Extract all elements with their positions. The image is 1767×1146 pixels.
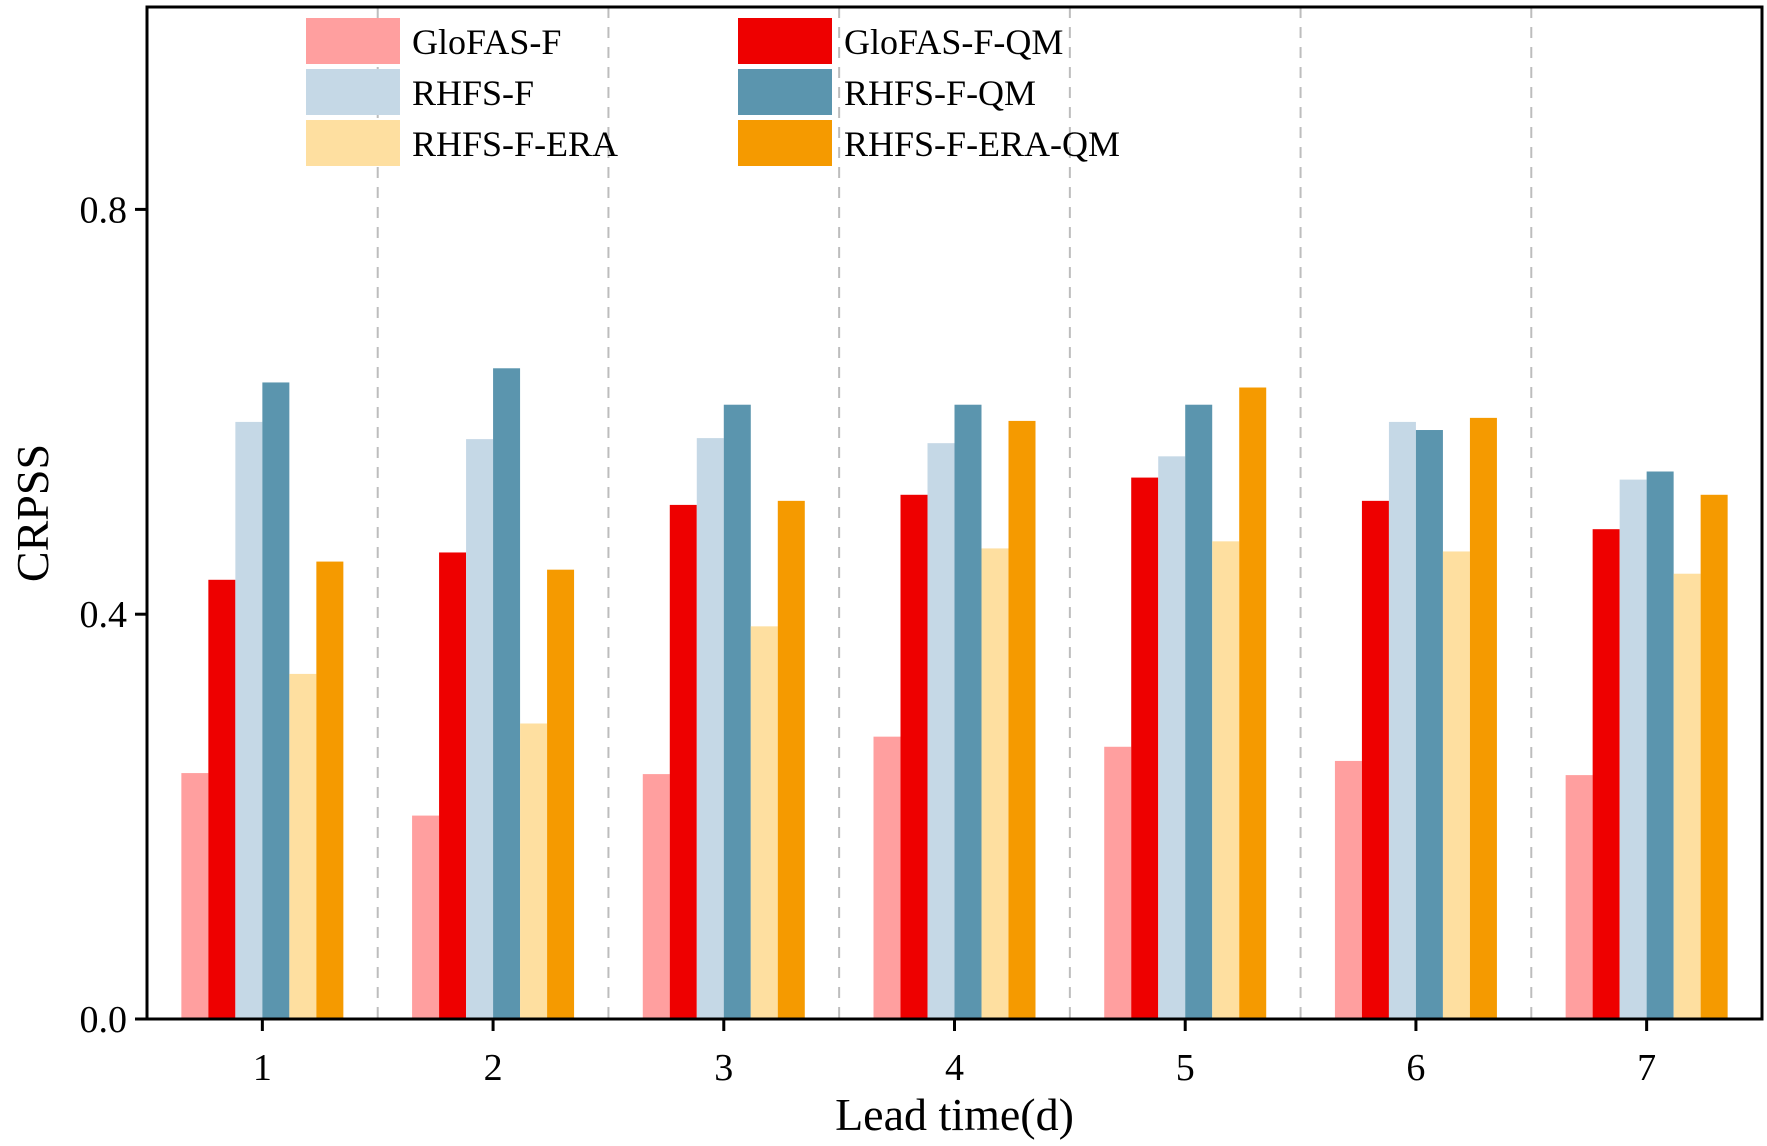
bar-rhfs-f-3 [696, 438, 724, 1019]
legend-swatch [738, 69, 832, 115]
bar-rhfs-f-7 [1619, 479, 1647, 1019]
bar-rhfs-f-qm-5 [1185, 404, 1213, 1019]
grid-lines [376, 7, 1533, 1019]
bar-rhfs-f-era-qm-3 [777, 500, 805, 1020]
x-tick-label: 7 [1637, 1047, 1656, 1089]
x-tick-label: 6 [1406, 1047, 1425, 1089]
bar-rhfs-f-era-qm-2 [547, 569, 575, 1019]
bar-glofas-f-2 [412, 815, 440, 1019]
bar-rhfs-f-era-qm-7 [1700, 494, 1728, 1019]
bar-rhfs-f-era-qm-1 [316, 561, 344, 1019]
legend-label: RHFS-F-ERA-QM [844, 124, 1120, 164]
y-axis-title: CRPSS [7, 444, 58, 582]
bar-glofas-f-7 [1565, 775, 1593, 1019]
bar-glofas-f-1 [181, 773, 209, 1019]
bar-glofas-f-qm-3 [669, 504, 697, 1019]
bar-rhfs-f-qm-6 [1415, 430, 1443, 1019]
bar-glofas-f-6 [1334, 760, 1362, 1019]
bar-rhfs-f-6 [1388, 421, 1416, 1019]
x-axis-title: Lead time(d) [835, 1089, 1074, 1140]
legend-swatch [738, 120, 832, 166]
legend-label: GloFAS-F-QM [844, 22, 1063, 62]
bar-rhfs-f-qm-1 [262, 382, 290, 1019]
bar-glofas-f-3 [642, 774, 670, 1019]
legend-label: RHFS-F-QM [844, 73, 1036, 113]
bar-glofas-f-qm-7 [1592, 529, 1620, 1019]
bar-rhfs-f-era-4 [981, 548, 1009, 1019]
x-tick-label: 2 [484, 1047, 503, 1089]
bar-rhfs-f-4 [927, 443, 955, 1019]
bar-rhfs-f-era-1 [289, 673, 317, 1019]
bar-glofas-f-qm-6 [1361, 500, 1389, 1020]
legend-label: RHFS-F [412, 73, 534, 113]
bar-rhfs-f-era-qm-5 [1239, 387, 1267, 1020]
bar-glofas-f-4 [873, 736, 901, 1019]
x-tick-label: 3 [714, 1047, 733, 1089]
bar-glofas-f-qm-4 [900, 494, 928, 1019]
legend: GloFAS-F GloFAS-F-QM RHFS-F RHFS-F-QM RHFS-F… [306, 18, 1120, 166]
bar-rhfs-f-era-7 [1673, 573, 1701, 1019]
legend-label: GloFAS-F [412, 22, 561, 62]
bar-rhfs-f-2 [466, 439, 494, 1019]
bar-rhfs-f-5 [1158, 456, 1186, 1019]
bar-glofas-f-qm-5 [1131, 477, 1159, 1020]
axes: 0.0 0.4 0.8 1 2 3 4 5 6 7 [80, 5, 1764, 1089]
bar-rhfs-f-qm-2 [493, 368, 521, 1019]
bar-rhfs-f-qm-4 [954, 404, 982, 1019]
x-tick-label: 4 [945, 1047, 964, 1089]
bar-rhfs-f-era-qm-4 [1008, 420, 1036, 1020]
bar-rhfs-f-era-6 [1442, 551, 1470, 1019]
bar-glofas-f-qm-1 [208, 579, 236, 1019]
y-tick-label: 0.4 [80, 594, 128, 636]
y-tick-label: 0.0 [80, 999, 128, 1041]
bar-rhfs-f-qm-3 [723, 404, 751, 1019]
bars [181, 368, 1728, 1020]
bar-glofas-f-qm-2 [439, 552, 467, 1019]
legend-label: RHFS-F-ERA [412, 124, 618, 164]
bar-rhfs-f-era-2 [520, 723, 548, 1019]
bar-rhfs-f-era-qm-6 [1469, 417, 1497, 1019]
x-tick-label: 1 [253, 1047, 272, 1089]
bar-rhfs-f-1 [235, 421, 263, 1019]
x-tick-label: 5 [1176, 1047, 1195, 1089]
bar-rhfs-f-era-5 [1212, 541, 1240, 1019]
legend-swatch [306, 120, 400, 166]
bar-rhfs-f-era-3 [750, 626, 778, 1019]
bar-rhfs-f-qm-7 [1646, 471, 1674, 1019]
legend-swatch [738, 18, 832, 64]
legend-swatch [306, 18, 400, 64]
legend-swatch [306, 69, 400, 115]
bar-glofas-f-5 [1104, 746, 1132, 1019]
y-tick-label: 0.8 [80, 189, 128, 231]
